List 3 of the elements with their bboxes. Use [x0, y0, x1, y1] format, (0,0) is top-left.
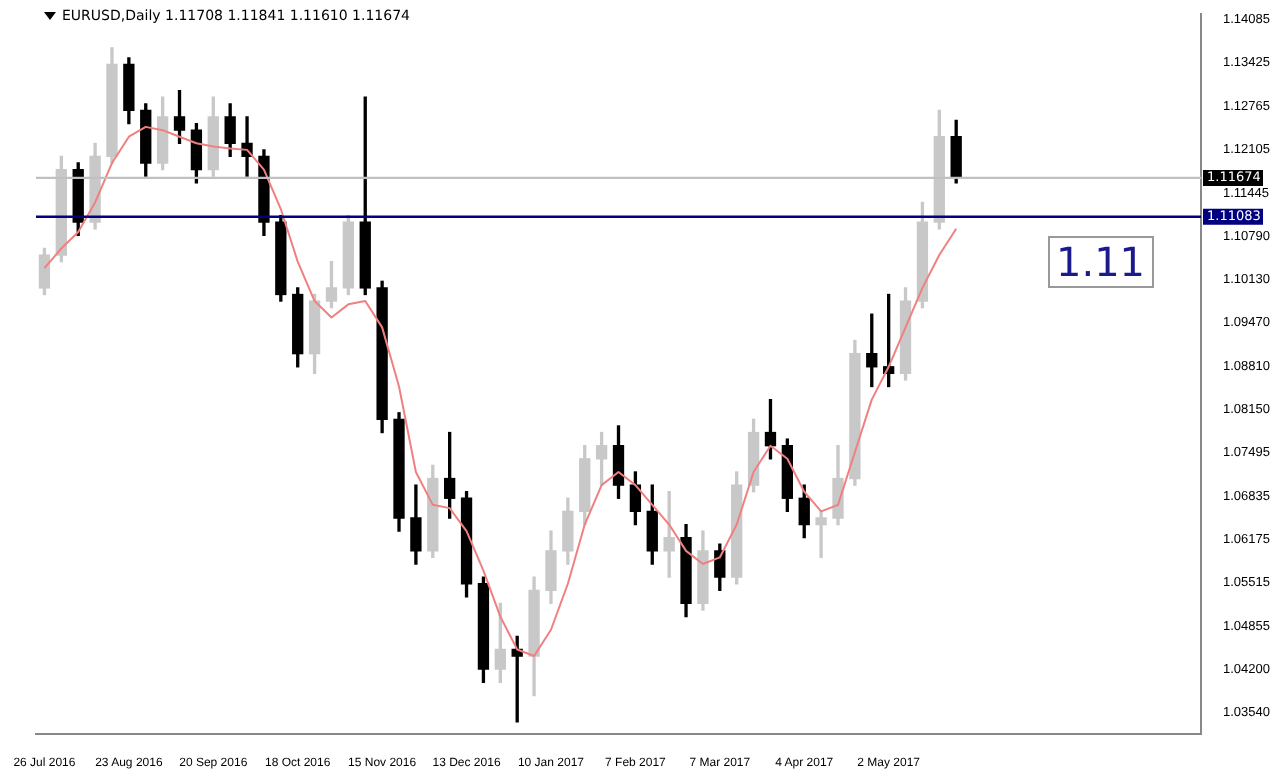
- candlestick: [815, 510, 827, 559]
- candlestick: [663, 491, 675, 578]
- annotation: 1.11: [1048, 236, 1154, 288]
